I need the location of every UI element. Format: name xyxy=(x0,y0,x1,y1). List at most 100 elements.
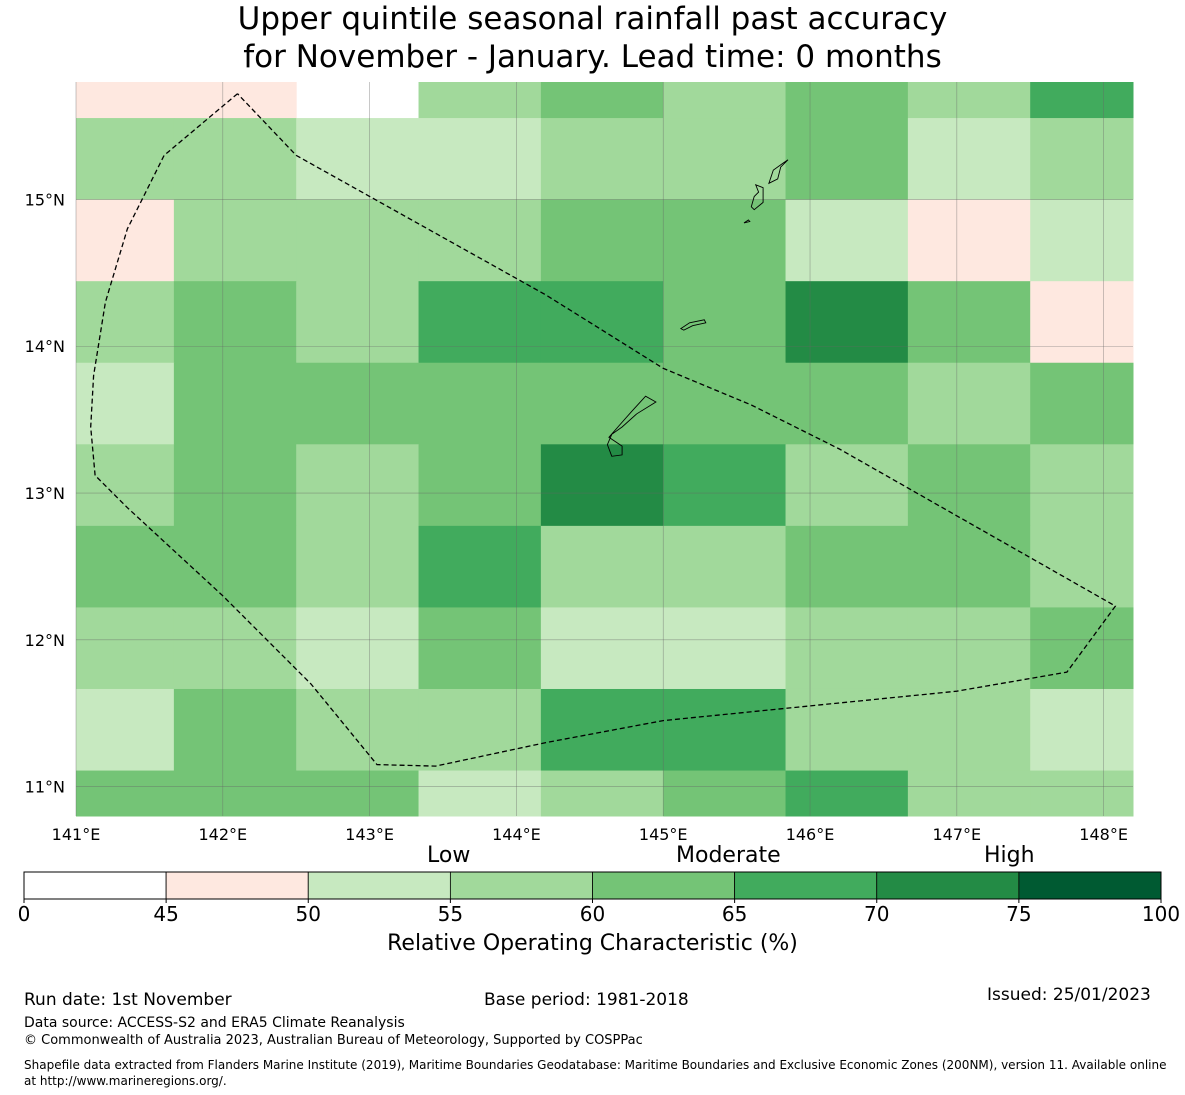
grid-cell xyxy=(907,444,1031,527)
grid-cell xyxy=(663,118,787,201)
longitude-tick-label: 145°E xyxy=(639,825,688,844)
grid-cell xyxy=(418,444,542,527)
grid-cell xyxy=(76,770,175,817)
colorbar-segment xyxy=(449,871,593,900)
grid-cell xyxy=(418,118,542,201)
latitude-tick-label: 15°N xyxy=(25,190,65,209)
colorbar-tick-label: 65 xyxy=(721,902,748,926)
grid-cell xyxy=(785,607,909,690)
grid-cell xyxy=(663,444,787,527)
grid-cell xyxy=(418,688,542,772)
latitude-tick-label: 12°N xyxy=(25,631,65,650)
grid-cell xyxy=(1030,281,1134,364)
grid-cell xyxy=(1030,362,1134,445)
grid-cell xyxy=(296,118,420,201)
longitude-tick-label: 143°E xyxy=(345,825,394,844)
grid-cell xyxy=(540,444,664,527)
grid-cell xyxy=(418,770,542,817)
grid-cell xyxy=(663,199,787,282)
grid-cell xyxy=(540,607,664,690)
colorbar-low-label: Low xyxy=(427,843,471,868)
longitude-tick-label: 142°E xyxy=(198,825,247,844)
colorbar-tick-label: 50 xyxy=(295,902,321,926)
grid-cell xyxy=(663,688,787,772)
colorbar-tick-label: 70 xyxy=(864,902,890,926)
grid-cell xyxy=(907,82,1031,119)
colorbar-tick-label: 45 xyxy=(153,902,179,926)
grid-cell xyxy=(540,281,664,364)
grid-cell xyxy=(418,607,542,690)
grid-cell xyxy=(418,525,542,608)
grid-cell xyxy=(907,281,1031,364)
base-period: Base period: 1981-2018 xyxy=(484,990,689,1010)
grid-cell xyxy=(418,82,542,119)
grid-cell xyxy=(1030,199,1134,282)
grid-cell xyxy=(1030,770,1134,817)
grid-cell xyxy=(663,281,787,364)
colorbar-tick-label: 60 xyxy=(579,902,606,926)
shapefile-credit: Shapefile data extracted from Flanders M… xyxy=(24,1058,1167,1088)
island-outline xyxy=(679,319,707,331)
grid-cell xyxy=(540,118,664,201)
latitude-ticks: 11°N 12°N 13°N 14°N 15°N xyxy=(25,190,65,796)
grid-cell xyxy=(418,281,542,364)
grid-cell xyxy=(76,525,175,608)
issued-date: Issued: 25/01/2023 xyxy=(987,985,1151,1005)
grid-cell xyxy=(663,525,787,608)
longitude-tick-label: 144°E xyxy=(492,825,541,844)
grid-cell xyxy=(296,281,420,364)
grid-cell xyxy=(296,770,420,817)
title-line-1: Upper quintile seasonal rainfall past ac… xyxy=(237,1,948,37)
grid-cell xyxy=(907,607,1031,690)
colorbar-segment xyxy=(876,871,1020,900)
latitude-tick-label: 14°N xyxy=(25,337,65,356)
longitude-tick-label: 147°E xyxy=(933,825,982,844)
colorbar-tick-label: 0 xyxy=(17,902,31,926)
grid-cell xyxy=(173,770,297,817)
grid-cell xyxy=(785,118,909,201)
longitude-tick-label: 141°E xyxy=(52,825,101,844)
grid-cell xyxy=(907,362,1031,445)
grid-cell xyxy=(296,199,420,282)
grid-cell xyxy=(785,362,909,445)
run-date: Run date: 1st November xyxy=(24,990,232,1010)
grid-cell xyxy=(296,607,420,690)
grid-cell xyxy=(296,688,420,772)
grid-cell xyxy=(663,607,787,690)
grid-cell xyxy=(76,362,175,445)
grid-cell xyxy=(418,362,542,445)
longitude-tick-label: 148°E xyxy=(1079,825,1128,844)
grid-cell xyxy=(907,199,1031,282)
grid-cell xyxy=(663,770,787,817)
grid-cell xyxy=(540,688,664,772)
grid-cell xyxy=(173,82,297,119)
grid-cell xyxy=(1030,118,1134,201)
grid-cell xyxy=(1030,444,1134,527)
data-source: Data source: ACCESS-S2 and ERA5 Climate … xyxy=(24,1015,405,1031)
grid-cell xyxy=(1030,607,1134,690)
grid-cell xyxy=(173,281,297,364)
eez-boundary xyxy=(90,93,1117,767)
island-outline xyxy=(743,219,751,224)
chart-title: Upper quintile seasonal rainfall past ac… xyxy=(0,0,1185,76)
grid-cell xyxy=(785,82,909,119)
island-outline xyxy=(750,184,764,211)
island-outline xyxy=(606,395,657,457)
grid-cell xyxy=(540,199,664,282)
copyright: © Commonwealth of Australia 2023, Austra… xyxy=(24,1033,643,1048)
grid-cell xyxy=(785,770,909,817)
grid-cell xyxy=(296,444,420,527)
colorbar-tick-label: 75 xyxy=(1006,902,1032,926)
grid-cell xyxy=(785,444,909,527)
colorbar-segment xyxy=(1018,871,1162,900)
grid-cell xyxy=(76,281,175,364)
grid-cell xyxy=(173,199,297,282)
grid-cell xyxy=(173,688,297,772)
colorbar xyxy=(23,871,1162,903)
grid-cell xyxy=(1030,82,1134,119)
colorbar-segment xyxy=(165,871,309,900)
colorbar-segment xyxy=(23,871,167,900)
colorbar-segment xyxy=(592,871,736,900)
grid-cell xyxy=(663,362,787,445)
